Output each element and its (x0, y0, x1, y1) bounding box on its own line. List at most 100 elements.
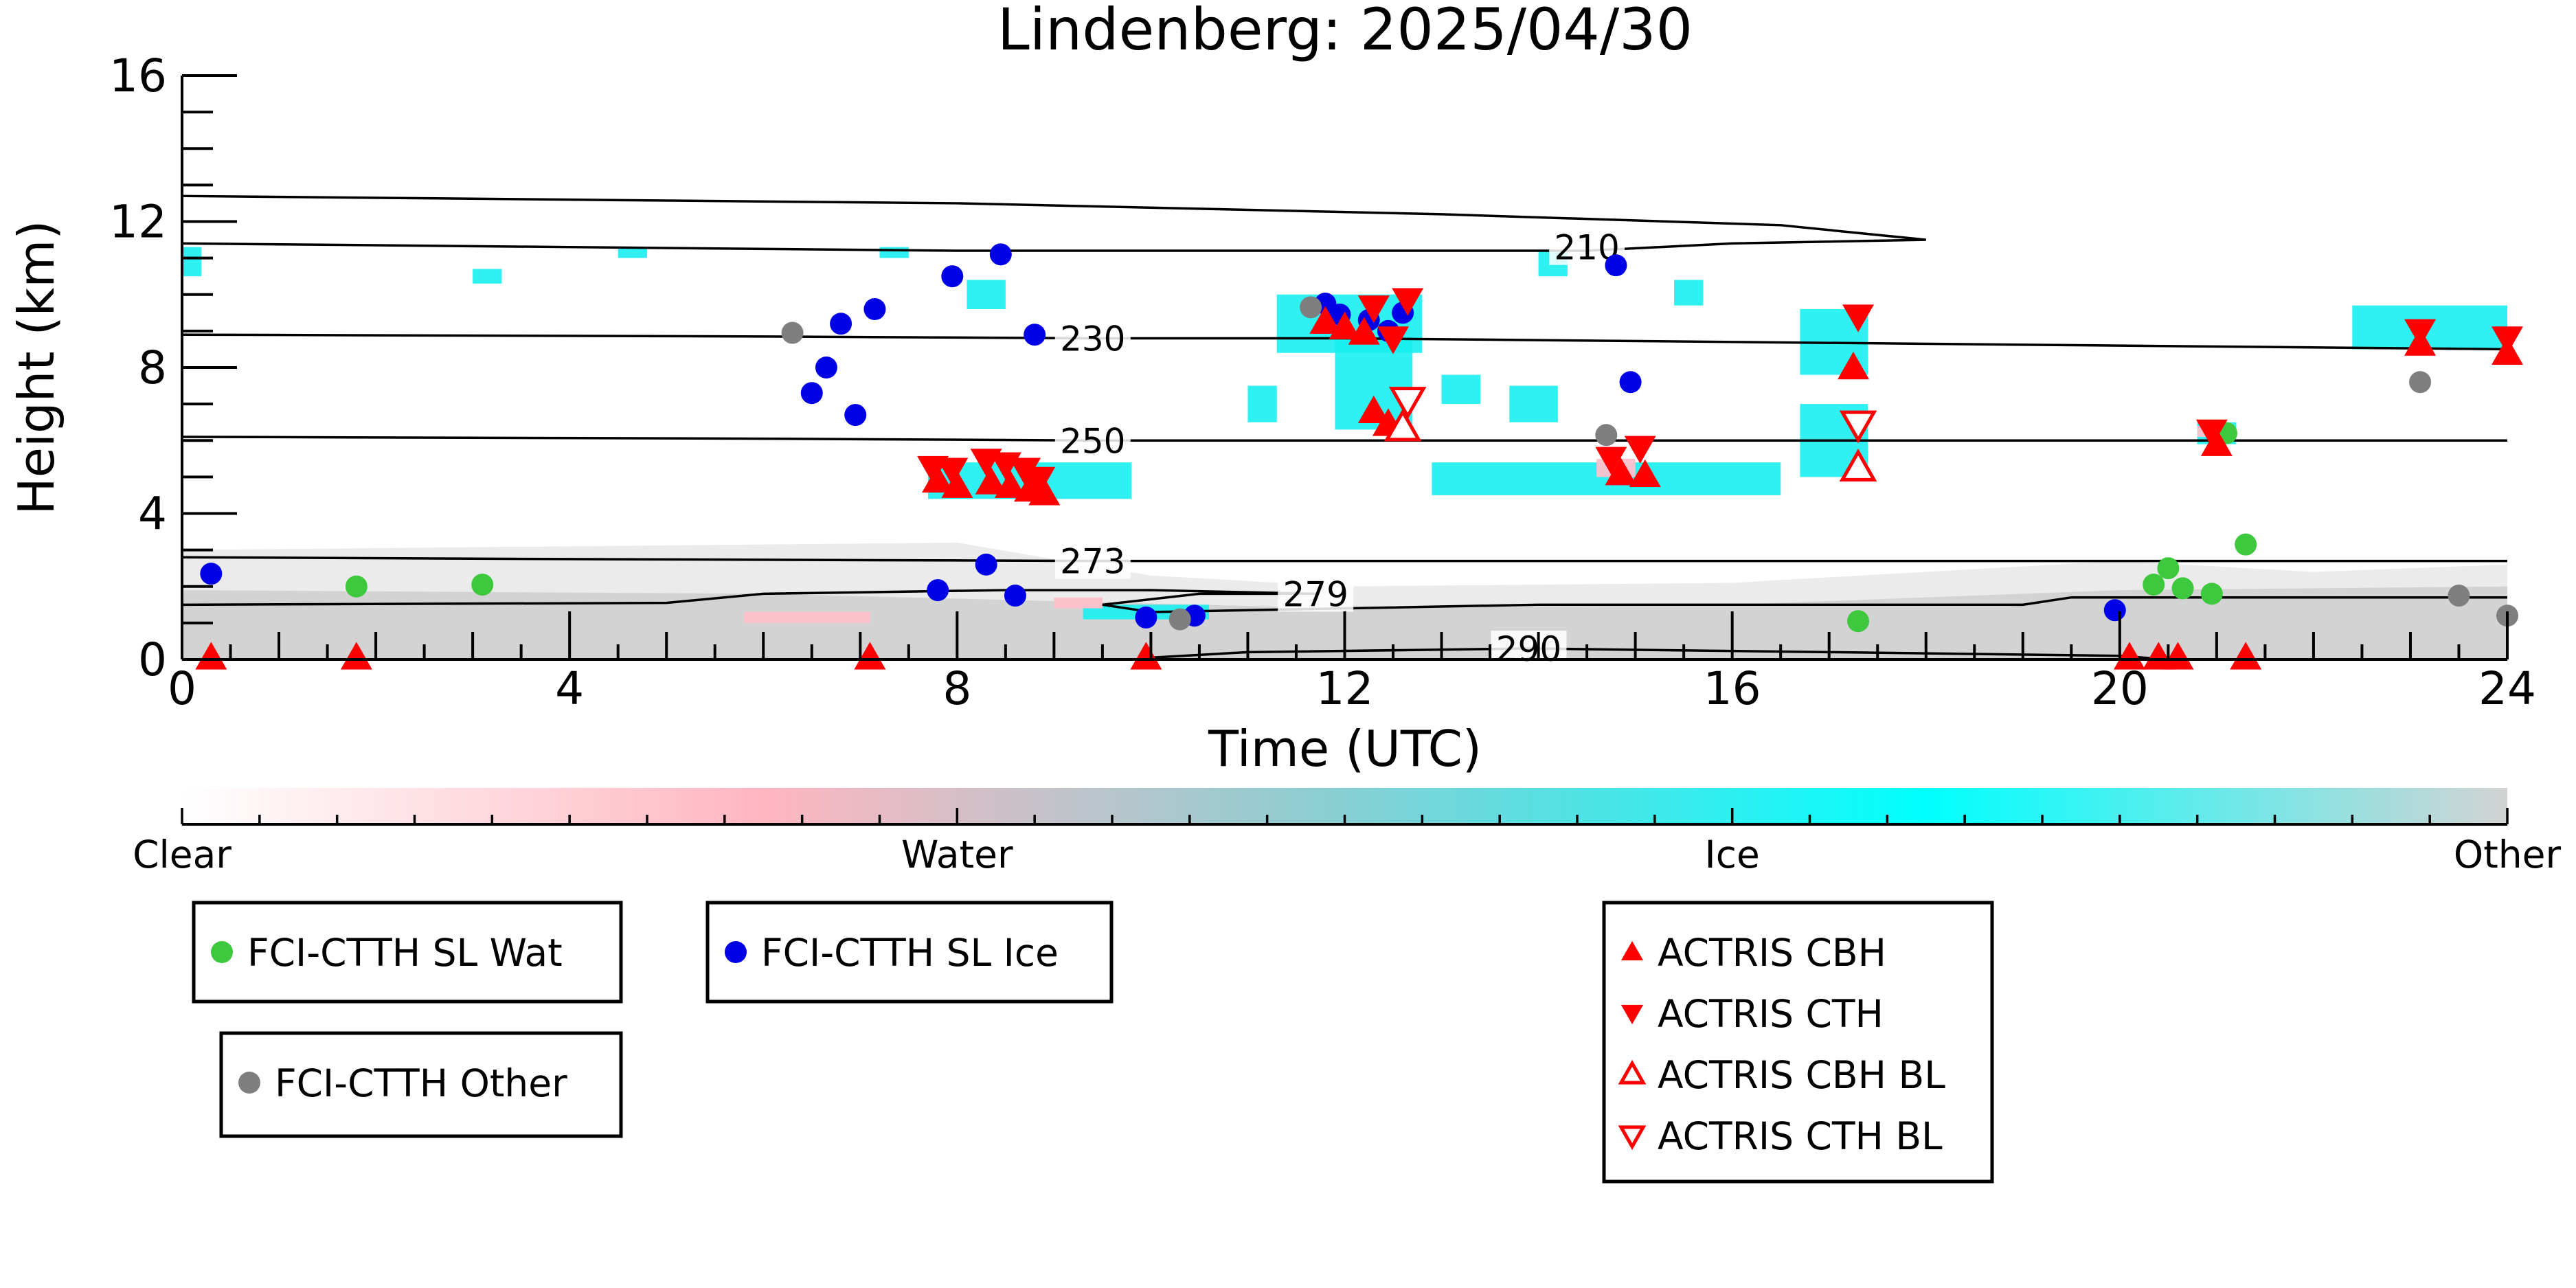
actris-cth-point (1595, 447, 1627, 475)
fci-ctth-sl-wat-point (2200, 583, 2223, 605)
fci-ctth-sl-wat-point (345, 575, 368, 598)
fci-ctth-sl-wat-point (2171, 577, 2194, 600)
legend-label-actris-cbh-bl: ACTRIS CBH BL (1658, 1053, 1945, 1097)
contour-label-230: 230 (1060, 319, 1125, 359)
legend-marker-fci-ctth-sl-wat (211, 941, 233, 963)
fci-ctth-sl-ice-point (815, 357, 837, 379)
actris-cth-point (1624, 436, 1656, 464)
legend-label-fci-ctth-sl-ice: FCI-CTTH SL Ice (761, 931, 1059, 975)
actris-cth-point (1357, 295, 1390, 324)
actris-cth-point (936, 457, 969, 486)
actris-cbh-point (922, 464, 954, 493)
contour-label-bg-273 (1054, 543, 1131, 579)
fci-ctth-sl-ice-point (800, 382, 823, 405)
legend-marker-fci-ctth-sl-ice (725, 941, 747, 963)
actris-cbh-point (1605, 457, 1637, 486)
series-actris-cbh (195, 306, 2523, 670)
actris-cth-point (1377, 326, 1410, 354)
actris-cbh-point (1130, 642, 1162, 670)
series-actris-cth (917, 288, 2523, 495)
fci-ctth-sl-ice-point (941, 265, 964, 288)
x-axis-label: Time (UTC) (1208, 720, 1482, 778)
ice-cloud-patch (1441, 374, 1480, 405)
fci-ctth-sl-ice-point (1135, 606, 1157, 629)
actris-cbh-point (1348, 317, 1380, 345)
ice-cloud-patch (473, 269, 502, 284)
fci-ctth-sl-ice-point (200, 563, 223, 585)
legend-marker-actris-cth-bl (1618, 1125, 1647, 1151)
contour-line-210 (181, 194, 1926, 252)
actris-cbh-point (1309, 306, 1342, 334)
fci-ctth-other-point (781, 321, 804, 344)
water-cloud-patch (1054, 597, 1103, 609)
actris-cbh-point (975, 466, 1007, 495)
actris-cbh-point (2162, 642, 2194, 670)
contour-line-273 (181, 556, 2507, 563)
actris-cbh-point (195, 642, 227, 670)
legend-box (219, 1031, 623, 1138)
fci-ctth-sl-ice-point (1024, 324, 1046, 346)
x-tick-label: 0 (168, 662, 196, 715)
fci-ctth-sl-ice-point (927, 579, 949, 602)
fci-ctth-sl-wat-point (1847, 610, 1870, 633)
x-tick-label: 8 (942, 662, 971, 715)
y-tick-label: 8 (138, 341, 167, 394)
actris-cbh-point (340, 642, 372, 670)
x-tick-label: 12 (1316, 662, 1374, 715)
actris-cbh-bl-point (1839, 449, 1877, 482)
fci-ctth-other-point (2409, 371, 2432, 394)
y-tick-label: 0 (138, 633, 167, 686)
colorbar-label-ice: Ice (1705, 833, 1760, 877)
fci-ctth-sl-wat-point (2235, 533, 2257, 556)
fci-ctth-sl-ice-point (1619, 371, 1642, 394)
actris-cbh-point (1028, 477, 1061, 506)
contour-label-bg-250 (1054, 422, 1131, 459)
markers (195, 243, 2523, 670)
legend-box (1602, 901, 1994, 1184)
legend: FCI-CTTH SL Wat FCI-CTTH SL Ice FCI-CTTH O… (192, 901, 1994, 1184)
colorbar-label-clear: Clear (133, 833, 231, 877)
contour-line-279 (181, 589, 2507, 613)
fci-ctth-other-point (1595, 424, 1618, 447)
legend-marker-actris-cbh (1620, 940, 1644, 961)
axes: 0 4 8 12 16 0 4 8 12 16 20 24 (109, 49, 2536, 715)
fci-ctth-sl-wat-point (471, 574, 494, 596)
actris-cbh-point (1837, 352, 1869, 380)
actris-cth-bl-point (1388, 387, 1427, 420)
fci-ctth-sl-ice-point (989, 243, 1012, 266)
actris-cbh-point (1329, 311, 1361, 339)
actris-cth-point (1009, 457, 1041, 486)
actris-cbh-bl-point (1383, 408, 1422, 442)
actris-cbh-point (854, 642, 886, 670)
contour-label-279: 279 (1283, 574, 1348, 614)
fci-ctth-sl-ice-point (830, 313, 852, 335)
contour-label-250: 250 (1060, 421, 1125, 461)
y-axis-label: Height (km) (8, 221, 65, 515)
contour-label-bg-279 (1278, 576, 1354, 612)
actris-cth-point (1842, 304, 1875, 332)
actris-cth-point (2492, 326, 2523, 354)
fci-ctth-other-point (2448, 585, 2470, 607)
fci-ctth-sl-wat-point (2157, 557, 2180, 580)
water-cloud-patch (744, 611, 870, 623)
actris-cth-point (1024, 466, 1056, 495)
actris-cbh-point (2113, 642, 2145, 670)
ice-cloud-patch (879, 247, 909, 258)
actris-cbh-point (941, 470, 973, 498)
fci-ctth-sl-ice-point (844, 404, 867, 427)
legend-box (705, 901, 1114, 1004)
actris-cbh-point (2230, 642, 2262, 670)
legend-label-fci-ctth-sl-wat: FCI-CTTH SL Wat (247, 931, 563, 975)
fci-ctth-sl-ice-point (1605, 254, 1627, 277)
contour-label-290: 290 (1496, 629, 1561, 669)
legend-label-fci-ctth-other: FCI-CTTH Other (275, 1061, 567, 1105)
ice-cloud-patch (967, 280, 1006, 309)
ice-cloud-patch (1674, 280, 1704, 306)
actris-cth-point (2404, 319, 2437, 347)
fci-ctth-sl-ice-point (1004, 585, 1026, 607)
x-tick-label: 16 (1704, 662, 1761, 715)
series-actris-cth-bl (1388, 387, 1877, 444)
actris-cbh-point (1629, 459, 1661, 487)
